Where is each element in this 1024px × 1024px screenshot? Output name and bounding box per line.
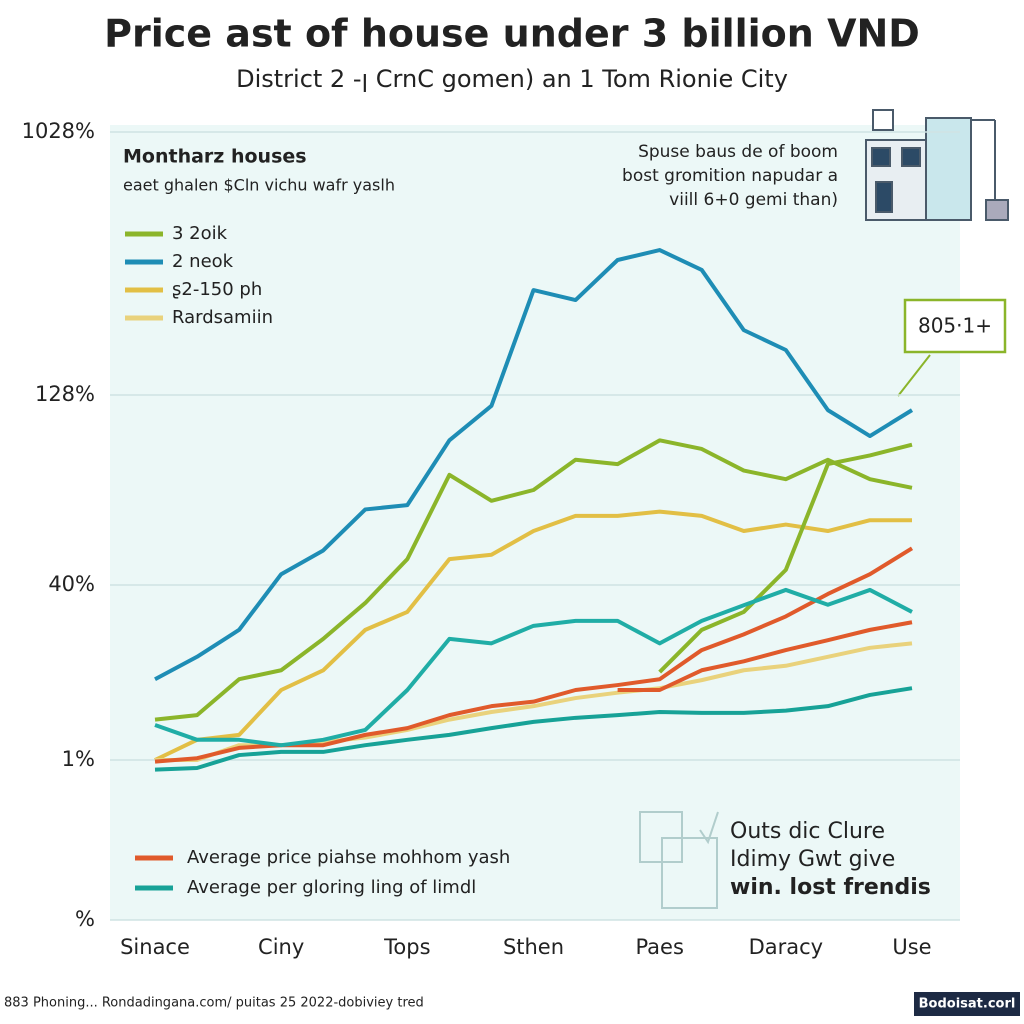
legend-subtitle: eaet ghalen $Cln vichu wafr yaslh — [123, 176, 395, 195]
legend-label: ʂ2-150 ph — [172, 279, 262, 300]
x-tick-label: Sinace — [120, 935, 190, 959]
x-tick-label: Use — [892, 935, 931, 959]
x-tick-label: Tops — [383, 935, 430, 959]
series-line — [154, 686, 913, 772]
series-line — [617, 620, 913, 692]
legend-title: Montharz houses — [123, 146, 307, 168]
watermark-box — [914, 992, 1020, 1016]
series-line — [154, 509, 912, 762]
series-line — [658, 442, 913, 674]
legend-label: Rardsamiin — [172, 307, 273, 328]
y-tick-label: 40% — [48, 572, 95, 596]
plot-background — [110, 125, 960, 920]
callout: 805·1+ — [918, 314, 992, 338]
badge-text: Idimy Gwt give — [730, 847, 895, 872]
series-line — [154, 248, 914, 681]
annotation: bost gromition napudar a — [622, 166, 838, 186]
annotation: viill 6+0 gemi than) — [669, 190, 838, 210]
callout-box — [903, 298, 1007, 354]
chart-title: Price ast of house under 3 billion VND — [104, 12, 920, 56]
legend-label: 3 2oik — [172, 223, 228, 244]
callout-arrow — [897, 354, 931, 397]
series-line — [154, 587, 913, 748]
chart-subtitle: District 2 -ꞁ CrnC gomen) an 1 Tom Rioni… — [236, 65, 788, 93]
x-tick-label: Daracy — [749, 935, 824, 959]
x-tick-label: Sthen — [503, 935, 564, 959]
watermark: Bodoisat.corl — [919, 997, 1016, 1012]
y-tick-label: 1% — [62, 747, 95, 771]
legend-label: Average price piahse mohhom yash — [187, 847, 510, 868]
x-tick-label: Paes — [635, 935, 683, 959]
badge-text: Outs dic Clure — [730, 819, 885, 844]
series-line — [154, 438, 913, 722]
badge-text: win. lost frendis — [730, 875, 931, 900]
source: 883 Phoning... Rondadingana.com/ puitas … — [4, 996, 424, 1011]
y-tick-label: % — [75, 907, 95, 931]
x-tick-label: Ciny — [258, 935, 304, 959]
y-tick-label: 1028% — [22, 119, 95, 143]
house-icon — [865, 109, 1009, 221]
annotation: Spuse baus de of boom — [638, 142, 838, 162]
legend-label: Average per gloring ling of limdl — [187, 877, 476, 898]
y-tick-label: 128% — [35, 382, 95, 406]
building-icon — [639, 811, 719, 909]
legend-label: 2 neok — [172, 251, 234, 272]
